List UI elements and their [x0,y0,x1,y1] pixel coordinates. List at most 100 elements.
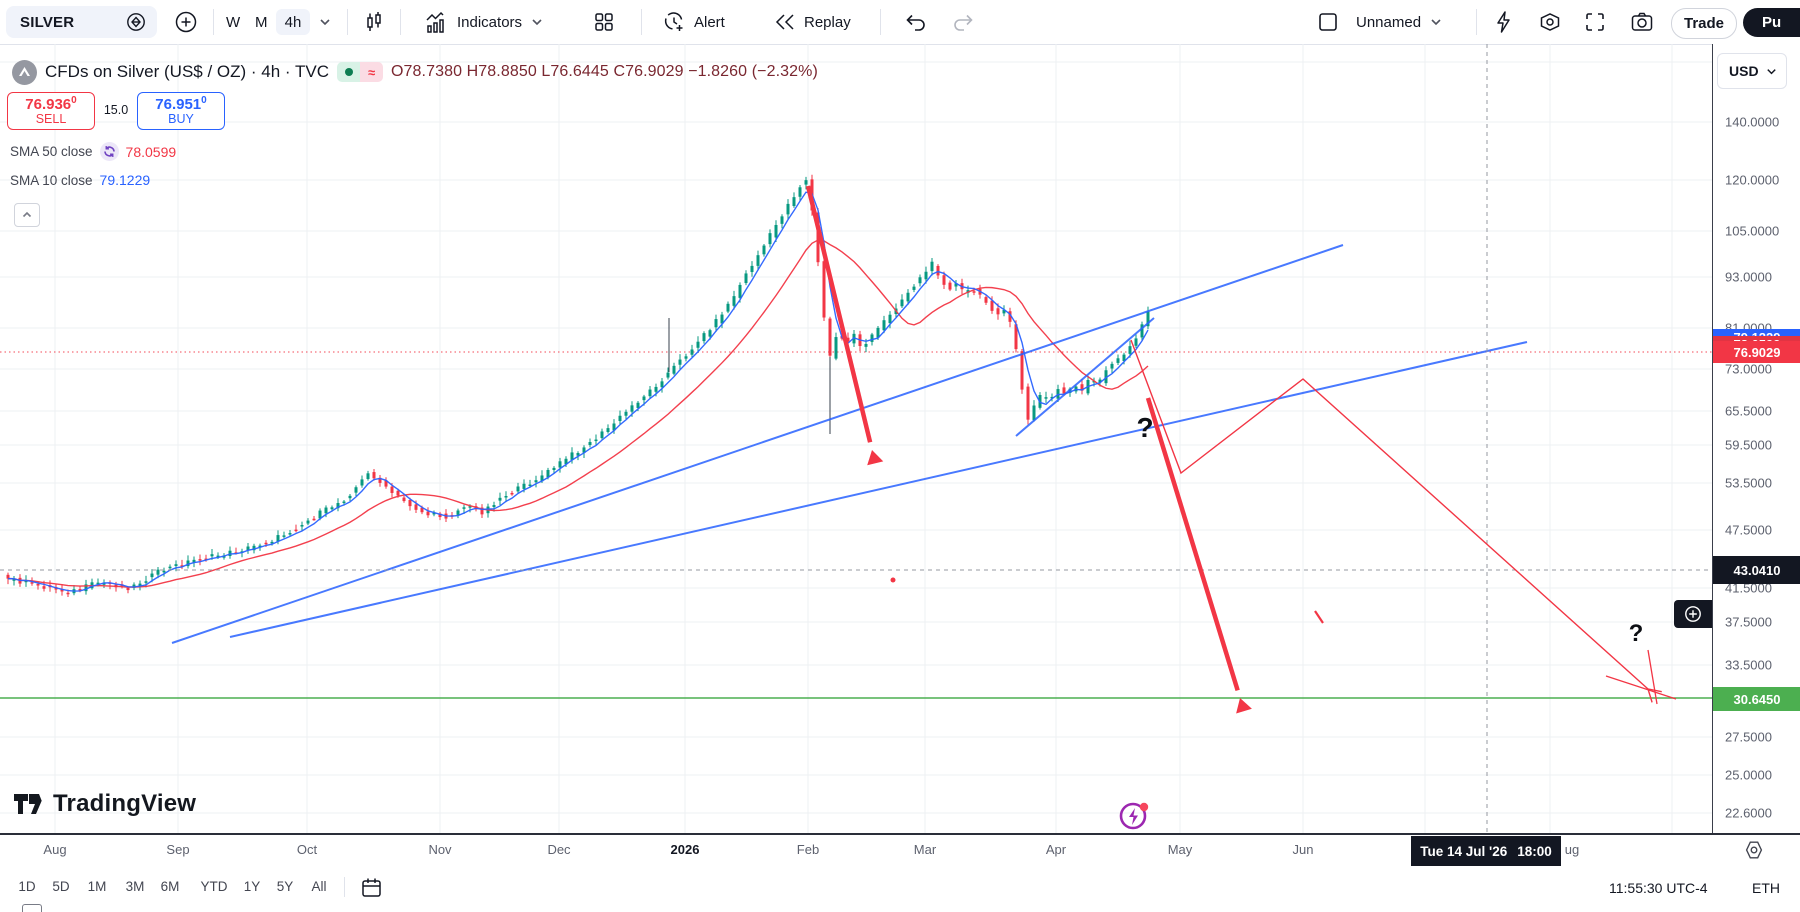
sma50-value: 78.0599 [125,143,177,160]
go-to-date-calendar-icon[interactable] [360,876,383,899]
price-tick-label: 93.0000 [1725,269,1772,285]
price-tick-label: 120.0000 [1725,172,1780,188]
price-tick-label: 65.5000 [1725,403,1772,419]
session-label[interactable]: ETH [1752,880,1780,896]
time-tick-label: Feb [796,842,820,857]
undo-button[interactable] [903,0,929,44]
sma10-value: 79.1229 [99,172,151,188]
supercharts-diamond-icon [125,11,147,33]
time-tick-label: May [1167,842,1193,857]
gridlines [0,44,1712,833]
timeframe-1m-button[interactable]: M [255,13,268,31]
chevron-down-icon [1429,15,1443,29]
timeframe-1w-button[interactable]: W [226,13,241,31]
quick-actions-flash-icon[interactable] [1491,0,1517,44]
timeframe-4h-button-active[interactable]: 4h [276,9,310,35]
chart-canvas[interactable]: ?? [0,44,1712,833]
chevron-down-icon [530,15,544,29]
indicators-button[interactable]: Indicators [424,0,544,44]
time-tick-label: 2026 [670,842,700,857]
time-tick-label: Apr [1045,842,1067,857]
redo-button[interactable] [950,0,976,44]
chevron-down-icon [1767,68,1776,74]
settings-gear-icon[interactable] [1537,0,1563,44]
trade-button[interactable]: Trade [1671,8,1737,39]
market-open-dot-icon [337,62,361,82]
price-tick-label: 53.5000 [1725,475,1772,491]
red-dot-mark [890,577,896,583]
timeframe-menu-chevron[interactable] [318,0,332,44]
axis-settings-hexagon-icon[interactable] [1742,838,1766,862]
time-tick-label: Jun [1292,842,1314,857]
sma50-legend-row[interactable]: SMA 50 close 78.0599 [10,142,176,161]
camera-snapshot-icon[interactable] [1629,0,1655,44]
sma50-line [7,239,1149,588]
range-button-3m[interactable]: 3M [125,879,145,894]
price-tick-label: 37.5000 [1725,614,1772,630]
top-toolbar: SILVER W M 4h Indicators [0,0,1800,45]
sma10-legend-row[interactable]: SMA 10 close 79.1229 [10,172,150,188]
sma50-loading-refresh-icon[interactable] [99,142,119,161]
toolbar-separator [400,9,401,35]
thin-red-projection [1130,339,1677,705]
delayed-data-icon: ≈ [360,62,384,82]
range-button-1d[interactable]: 1D [18,879,36,894]
spread-value: 15.0 [103,103,129,117]
market-status-pills[interactable]: ≈ [337,62,384,82]
currency-selector[interactable]: USD [1717,53,1787,89]
replay-button[interactable]: Replay [773,0,851,44]
horizontal-line-price-badge: 30.6450 [1713,687,1800,711]
last-price-badge: 76.9029 [1713,341,1800,363]
price-tick-label: 25.0000 [1725,767,1772,783]
toolbar-separator [344,877,345,897]
buy-button[interactable]: 76.9510 BUY [137,92,225,130]
range-button-5d[interactable]: 5D [52,879,70,894]
time-tick-label: ug [1564,842,1580,857]
price-tick-label: 27.5000 [1725,729,1772,745]
price-tick-label: 140.0000 [1725,114,1780,130]
crosshair-time-tooltip: Tue 14 Jul '26 18:00 [1411,836,1561,866]
ohlc-values: O78.7380 H78.8850 L76.6445 C76.9029 −1.8… [391,63,818,80]
price-tick-label: 47.5000 [1725,522,1772,538]
server-clock[interactable]: 11:55:30 UTC-4 [1609,880,1708,896]
price-axis[interactable]: USD 140.0000 120.0000 105.0000 93.0000 81.00… [1712,44,1800,833]
range-button-6m[interactable]: 6M [160,879,180,894]
range-button-all[interactable]: All [311,879,327,894]
publish-button[interactable]: Pu [1743,8,1800,37]
symbol-name: SILVER [20,13,75,31]
symbol-search-button[interactable]: SILVER [6,6,157,38]
compare-add-symbol-button[interactable] [173,0,199,44]
chart-style-candles-button[interactable] [362,0,386,44]
price-tick-label: 41.5000 [1725,580,1772,596]
crosshair-price-badge: 43.0410 [1713,556,1800,584]
svg-text:?: ? [1629,620,1644,647]
symbol-description[interactable]: CFDs on Silver (US$ / OZ) · 4h · TVC [45,62,330,81]
time-axis[interactable]: Aug Sep Oct Nov Dec 2026 Feb Mar Apr May Jun ug Tue… [0,833,1800,869]
toolbar-separator [880,9,881,35]
tradingview-watermark: TradingView [13,790,196,818]
legend-collapse-button[interactable] [14,203,40,227]
thick-red-arrows [805,185,1252,714]
range-button-1m[interactable]: 1M [87,879,107,894]
sma10-line [7,191,1149,592]
sma50-label: SMA 50 close [10,144,93,159]
toolbar-separator [213,9,214,35]
layout-square-icon-button[interactable] [1316,0,1340,44]
sell-button[interactable]: 76.9360 SELL [7,92,95,130]
crosshair-add-order-button[interactable] [1674,600,1712,628]
alert-button[interactable]: Alert [662,0,725,44]
layout-name-button[interactable]: Unnamed [1356,0,1443,44]
symbol-logo-avatar [12,59,37,85]
flash-notification-widget[interactable] [1118,799,1152,833]
time-tick-label: Dec [547,842,571,857]
range-button-1y[interactable]: 1Y [243,879,261,894]
toolbar-separator [1476,9,1477,35]
grid-layout-button[interactable] [592,0,616,44]
range-button-ytd[interactable]: YTD [200,879,228,894]
price-tick-label: 33.5000 [1725,657,1772,673]
range-button-5y[interactable]: 5Y [276,879,294,894]
svg-text:?: ? [1136,412,1153,443]
fullscreen-icon[interactable] [1583,0,1607,44]
price-tick-label: 105.0000 [1725,223,1780,239]
